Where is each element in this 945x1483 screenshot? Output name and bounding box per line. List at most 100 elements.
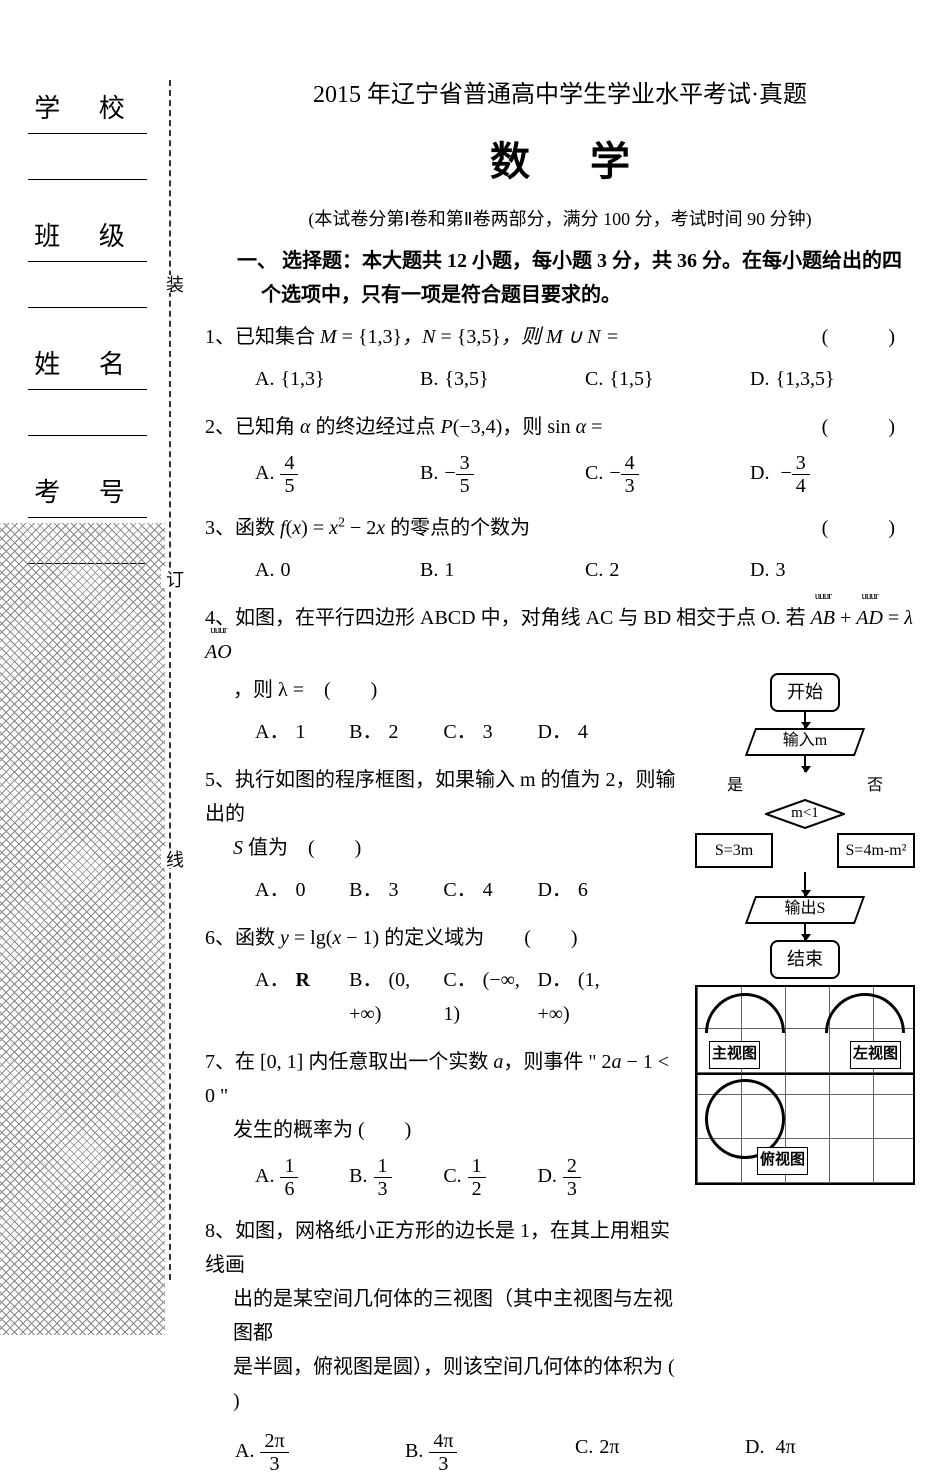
q1-optB[interactable]: B.{3,5} bbox=[420, 362, 585, 396]
top-view-label: 俯视图 bbox=[757, 1147, 808, 1175]
school-field[interactable] bbox=[28, 142, 147, 180]
bind-marker-1: 装 bbox=[161, 275, 187, 293]
q8-stem1: 8、如图，网格纸小正方形的边长是 1，在其上用粗实线画 bbox=[205, 1214, 683, 1282]
fc-output: 输出S bbox=[750, 896, 860, 924]
q3-options: A.0 B.1 C.2 D.3 bbox=[205, 545, 915, 595]
q4-optC[interactable]: C．3 bbox=[443, 715, 537, 749]
content-area: 2015 年辽宁省普通高中学生学业水平考试·真题 数学 (本试卷分第Ⅰ卷和第Ⅱ卷… bbox=[175, 0, 945, 1335]
class-field[interactable] bbox=[28, 270, 147, 308]
three-view-figure: 主视图 左视图 俯视图 bbox=[695, 985, 915, 1185]
question-1: 1、已知集合 M = {1,3}，N = {3,5}，则 M ∪ N = ( )… bbox=[205, 320, 915, 404]
fc-end: 结束 bbox=[770, 940, 840, 979]
q6-optD[interactable]: D．(1, +∞) bbox=[537, 963, 631, 1031]
hatch-pattern bbox=[0, 523, 165, 1335]
question-3: 3、函数 f(x) = x2 − 2x 的零点的个数为 ( ) A.0 B.1 … bbox=[205, 511, 915, 595]
question-5: 5、执行如图的程序框图，如果输入 m 的值为 2，则输出的 S 值为 ( ) A… bbox=[205, 763, 683, 915]
class-label: 班 级 bbox=[28, 208, 147, 262]
q7-optC[interactable]: C.12 bbox=[443, 1155, 537, 1200]
q5-optA[interactable]: A．0 bbox=[255, 873, 349, 907]
q3-optB[interactable]: B.1 bbox=[420, 553, 585, 587]
q6-optA[interactable]: A．R bbox=[255, 963, 349, 1031]
q5-optB[interactable]: B．3 bbox=[349, 873, 443, 907]
q5-options: A．0 B．3 C．4 D．6 bbox=[205, 865, 683, 915]
question-4: 4、如图，在平行四边形 ABCD 中，对角线 AC 与 BD 相交于点 O. 若… bbox=[205, 601, 915, 669]
q2-optD[interactable]: D. −34 bbox=[750, 452, 915, 497]
fc-no: 否 bbox=[867, 772, 883, 799]
q7-optB[interactable]: B.13 bbox=[349, 1155, 443, 1200]
q5-optC[interactable]: C．4 bbox=[443, 873, 537, 907]
q8-options: A.2π3 B.4π3 C.2π D. 4π bbox=[205, 1422, 915, 1483]
q2-optA[interactable]: A.45 bbox=[255, 452, 420, 497]
q7-stem1: 7、在 [0, 1] 内任意取出一个实数 a，则事件 " 2a − 1 < 0 … bbox=[205, 1045, 683, 1113]
q7-optD[interactable]: D.23 bbox=[537, 1155, 631, 1200]
examno-label: 考 号 bbox=[28, 464, 147, 518]
answer-blank[interactable]: ( ) bbox=[822, 511, 895, 545]
q4-optD[interactable]: D．4 bbox=[537, 715, 631, 749]
q3-optD[interactable]: D.3 bbox=[750, 553, 915, 587]
name-label: 姓 名 bbox=[28, 336, 147, 390]
q6-optC[interactable]: C．(−∞, 1) bbox=[443, 963, 537, 1031]
q1-optA[interactable]: A.{1,3} bbox=[255, 362, 420, 396]
q2-optB[interactable]: B.−35 bbox=[420, 452, 585, 497]
text-column: ，则 λ = ( ) A．1 B．2 C．3 D．4 5、执行如图的程序框图，如… bbox=[205, 673, 683, 1422]
fc-right-box: S=4m-m² bbox=[837, 833, 915, 868]
q8-optC[interactable]: C.2π bbox=[575, 1430, 745, 1475]
q1-stem: 1、已知集合 M = {1,3}，N = {3,5}，则 M ∪ N = ( ) bbox=[205, 320, 915, 354]
fc-arrow bbox=[804, 712, 806, 728]
q3-optC[interactable]: C.2 bbox=[585, 553, 750, 587]
q4-options: A．1 B．2 C．3 D．4 bbox=[205, 707, 683, 757]
q7-optA[interactable]: A.16 bbox=[255, 1155, 349, 1200]
q4-stem2: ，则 λ = ( ) bbox=[205, 673, 683, 707]
question-7: 7、在 [0, 1] 内任意取出一个实数 a，则事件 " 2a − 1 < 0 … bbox=[205, 1045, 683, 1208]
q5-optD[interactable]: D．6 bbox=[537, 873, 631, 907]
q3-optA[interactable]: A.0 bbox=[255, 553, 420, 587]
q4-text: 4、如图，在平行四边形 ABCD 中，对角线 AC 与 BD 相交于点 O. 若 bbox=[205, 607, 811, 629]
bind-marker-2: 订 bbox=[161, 570, 187, 588]
question-6: 6、函数 y = lg(x − 1) 的定义域为 ( ) A．R B．(0, +… bbox=[205, 921, 683, 1039]
q6-optB[interactable]: B．(0, +∞) bbox=[349, 963, 443, 1031]
q1-optD[interactable]: D.{1,3,5} bbox=[750, 362, 915, 396]
name-field[interactable] bbox=[28, 398, 147, 436]
exam-info: (本试卷分第Ⅰ卷和第Ⅱ卷两部分，满分 100 分，考试时间 90 分钟) bbox=[205, 204, 915, 235]
q1-options: A.{1,3} B.{3,5} C.{1,5} D.{1,3,5} bbox=[205, 354, 915, 404]
q5-stem1: 5、执行如图的程序框图，如果输入 m 的值为 2，则输出的 bbox=[205, 763, 683, 831]
q6-stem: 6、函数 y = lg(x − 1) 的定义域为 ( ) bbox=[205, 921, 683, 955]
q2-optC[interactable]: C.−43 bbox=[585, 452, 750, 497]
q2-options: A.45 B.−35 C.−43 D. −34 bbox=[205, 444, 915, 505]
question-2: 2、已知角 α 的终边经过点 P(−3,4)，则 sin α = ( ) A.4… bbox=[205, 410, 915, 505]
fc-arrow bbox=[804, 872, 806, 896]
q4-optA[interactable]: A．1 bbox=[255, 715, 349, 749]
fc-yes: 是 bbox=[727, 772, 743, 799]
doc-title: 2015 年辽宁省普通高中学生学业水平考试·真题 bbox=[205, 75, 915, 116]
fc-condition: m<1 bbox=[765, 799, 845, 829]
q2-stem: 2、已知角 α 的终边经过点 P(−3,4)，则 sin α = ( ) bbox=[205, 410, 915, 444]
bind-marker-3: 线 bbox=[161, 850, 187, 868]
fc-yn-labels: 是 否 bbox=[695, 772, 915, 799]
front-view-label: 主视图 bbox=[709, 1041, 760, 1069]
q1-text: 1、已知集合 bbox=[205, 326, 320, 348]
side-view-label: 左视图 bbox=[850, 1041, 901, 1069]
q8-optA[interactable]: A.2π3 bbox=[235, 1430, 405, 1475]
fc-arrow bbox=[804, 756, 806, 772]
q8-optB[interactable]: B.4π3 bbox=[405, 1430, 575, 1475]
q7-stem2: 发生的概率为 ( ) bbox=[205, 1113, 683, 1147]
q7-options: A.16 B.13 C.12 D.23 bbox=[205, 1147, 683, 1208]
q4-optB[interactable]: B．2 bbox=[349, 715, 443, 749]
figure-column: 开始 输入m 是 否 m<1 bbox=[695, 673, 915, 1422]
flowchart: 开始 输入m 是 否 m<1 bbox=[695, 673, 915, 979]
subject-title: 数学 bbox=[205, 128, 915, 196]
answer-blank[interactable]: ( ) bbox=[822, 320, 895, 354]
q8-optD[interactable]: D. 4π bbox=[745, 1430, 915, 1475]
q4-stem: 4、如图，在平行四边形 ABCD 中，对角线 AC 与 BD 相交于点 O. 若… bbox=[205, 601, 915, 669]
content-with-figures: ，则 λ = ( ) A．1 B．2 C．3 D．4 5、执行如图的程序框图，如… bbox=[205, 673, 915, 1422]
q8-stem2: 出的是某空间几何体的三视图（其中主视图与左视图都 bbox=[205, 1282, 683, 1350]
q1-optC[interactable]: C.{1,5} bbox=[585, 362, 750, 396]
fc-left-box: S=3m bbox=[695, 833, 773, 868]
question-8: 8、如图，网格纸小正方形的边长是 1，在其上用粗实线画 出的是某空间几何体的三视… bbox=[205, 1214, 683, 1418]
q6-options: A．R B．(0, +∞) C．(−∞, 1) D．(1, +∞) bbox=[205, 955, 683, 1039]
q5-stem2: S 值为 ( ) bbox=[205, 831, 683, 865]
fc-input: 输入m bbox=[750, 728, 860, 756]
q1-math: M = {1,3}，N = {3,5}，则 M ∪ N = bbox=[320, 326, 619, 348]
answer-blank[interactable]: ( ) bbox=[822, 410, 895, 444]
dash-line bbox=[169, 80, 171, 1280]
